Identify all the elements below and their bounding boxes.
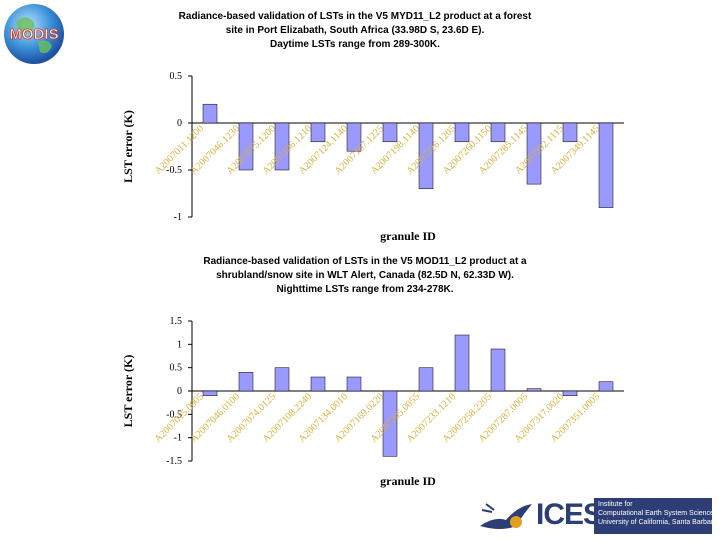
y-axis-label: LST error (K) (121, 355, 135, 428)
bar (382, 390, 398, 457)
bar (238, 372, 254, 392)
icess-logo: ICESS Institute for Computational Earth … (476, 496, 718, 536)
bar (238, 122, 254, 171)
chart1-title: Radiance-based validation of LSTs in the… (140, 10, 570, 52)
y-tick-label: 0.5 (170, 71, 183, 82)
y-axis-label: LST error (K) (121, 110, 135, 183)
x-axis-label: granule ID (380, 474, 436, 488)
institute-line: Institute for (598, 501, 633, 508)
bar (562, 122, 578, 143)
bar (454, 122, 470, 143)
modis-logo: MODIS (2, 2, 66, 66)
bar (346, 122, 362, 152)
bar (490, 122, 506, 143)
bar (598, 381, 614, 392)
x-axis-label: granule ID (380, 229, 436, 243)
chart2: 1.510.50-0.5-1-1.5A2007015.0005A2007046.… (121, 316, 624, 488)
bar (310, 122, 326, 143)
bar (562, 390, 578, 396)
chart1-title-line: Daytime LSTs range from 289-300K. (270, 39, 440, 50)
bar (418, 367, 434, 392)
bar (274, 122, 290, 171)
y-tick-label: 0.5 (170, 363, 183, 374)
y-tick-label: 0 (177, 386, 182, 397)
bar (202, 390, 218, 396)
bar (598, 122, 614, 208)
bar (418, 122, 434, 190)
chart2-title-line: Radiance-based validation of LSTs in the… (203, 256, 527, 267)
y-tick-label: -1 (174, 212, 182, 223)
modis-globe-icon: MODIS (4, 4, 64, 64)
y-tick-label: -0.5 (166, 165, 182, 176)
chart2-title-line: shrubland/snow site in WLT Alert, Canada… (216, 270, 514, 281)
bar (526, 388, 542, 392)
chart1: 0.50-0.5-1A2007011.1200A2007046.1230A200… (121, 71, 624, 243)
y-tick-label: -0.5 (166, 409, 182, 420)
chart1-title-line: Radiance-based validation of LSTs in the… (178, 11, 532, 22)
bar (202, 103, 218, 124)
chart2-title-line: Nighttime LSTs range from 234-278K. (276, 284, 454, 295)
bar (454, 334, 470, 392)
bar (490, 348, 506, 392)
institute-box: Institute for Computational Earth System… (594, 498, 718, 534)
modis-wordmark: MODIS (9, 26, 58, 43)
y-tick-label: 1.5 (170, 316, 183, 327)
chart1-title-line: site in Port Elizabath, South Africa (33… (225, 25, 485, 36)
bar (346, 376, 362, 392)
chart2-title: Radiance-based validation of LSTs in the… (150, 255, 580, 297)
y-tick-label: 1 (177, 339, 182, 350)
bar (310, 376, 326, 392)
institute-line: University of California, Santa Barbara (598, 519, 718, 526)
y-tick-label: 0 (177, 118, 182, 129)
bar (274, 367, 290, 392)
y-tick-label: -1 (174, 433, 182, 444)
icess-bird-icon (480, 503, 532, 529)
institute-line: Computational Earth System Science (598, 510, 714, 517)
bar (382, 122, 398, 143)
y-tick-label: -1.5 (166, 456, 182, 467)
bar (526, 122, 542, 185)
